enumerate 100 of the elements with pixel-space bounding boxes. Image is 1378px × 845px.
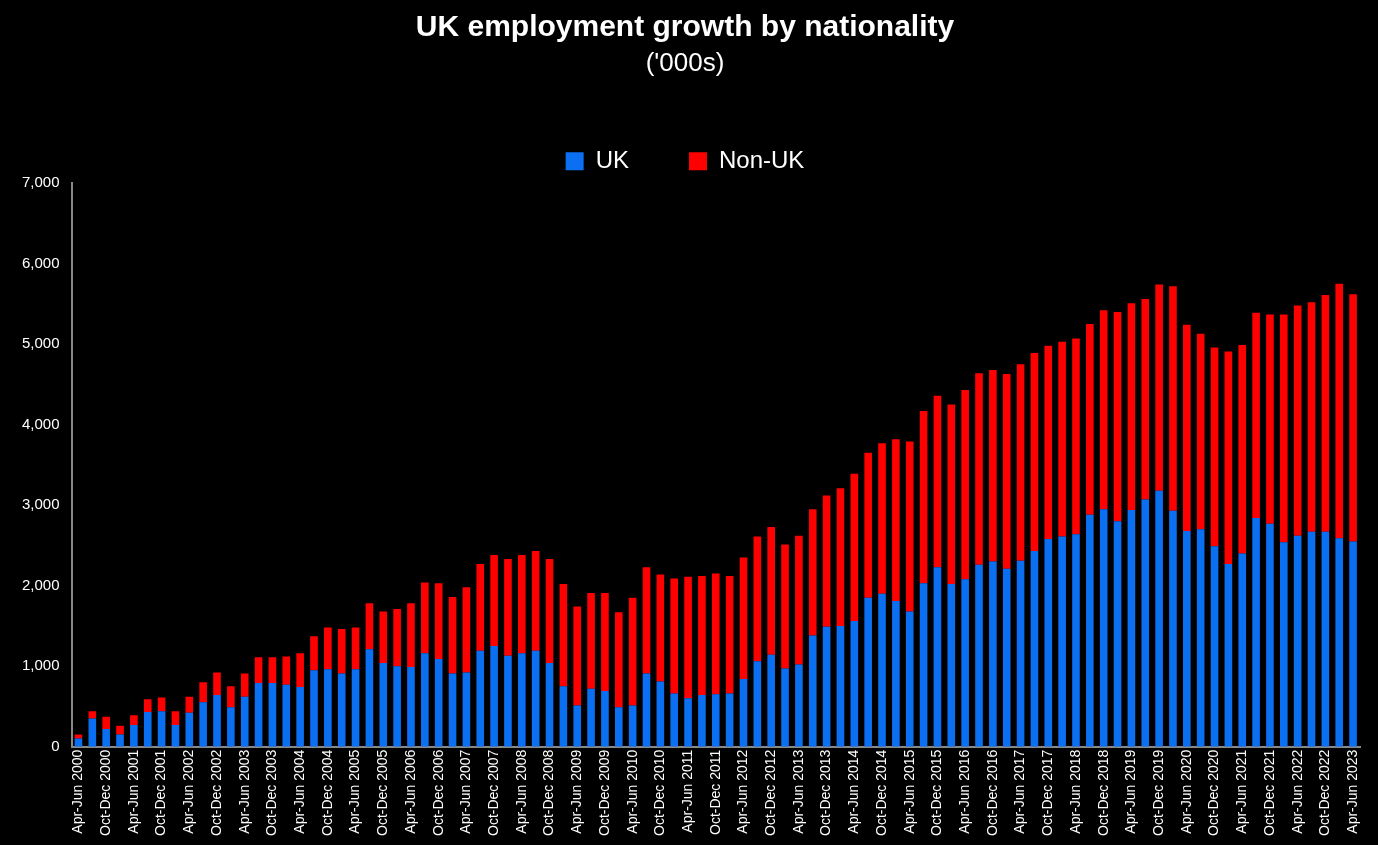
x-tick-label: Oct-Dec 2002	[207, 749, 224, 836]
bar	[434, 658, 443, 747]
bar	[878, 443, 886, 594]
bar	[892, 600, 900, 747]
bar	[1030, 353, 1039, 552]
bar	[324, 627, 332, 670]
bar	[254, 683, 263, 747]
bar	[116, 734, 124, 747]
bar	[1030, 551, 1039, 747]
bar	[781, 668, 789, 747]
bar	[1335, 538, 1344, 747]
bar	[919, 410, 928, 584]
bar	[448, 596, 457, 674]
y-tick-label: 2,000	[21, 575, 60, 593]
bar	[1293, 535, 1302, 747]
bar	[905, 441, 914, 612]
bar	[559, 686, 568, 747]
bar	[656, 681, 665, 747]
bar	[961, 579, 969, 747]
bar	[614, 612, 623, 708]
bar	[711, 573, 720, 695]
x-tick-label: Apr-Jun 2005	[346, 749, 363, 834]
bar	[587, 592, 595, 689]
x-tick-label: Oct-Dec 2019	[1149, 749, 1166, 836]
bar	[614, 707, 623, 747]
bar	[698, 575, 706, 696]
x-tick-label: Apr-Jun 2017	[1011, 749, 1028, 834]
bar	[324, 669, 332, 747]
x-tick-label: Apr-Jun 2006	[401, 749, 418, 834]
bar	[1279, 542, 1288, 747]
bar	[1155, 284, 1163, 491]
x-tick-label: Oct-Dec 2018	[1094, 749, 1111, 836]
bar	[1058, 536, 1066, 747]
bar	[545, 662, 554, 747]
bar	[310, 636, 318, 671]
bar	[448, 673, 457, 747]
x-tick-label: Oct-Dec 2010	[651, 749, 668, 836]
bar	[1293, 305, 1302, 536]
bar	[711, 694, 720, 747]
bar	[1141, 299, 1150, 500]
bar	[130, 724, 138, 747]
bar	[1183, 530, 1191, 747]
bar	[892, 439, 900, 601]
bar	[185, 712, 194, 747]
bar	[601, 592, 609, 692]
bar	[1086, 324, 1094, 515]
bar	[365, 603, 374, 650]
x-tick-label: Apr-Jun 2014	[845, 749, 862, 834]
x-tick-label: Oct-Dec 2017	[1039, 749, 1056, 836]
bar	[227, 686, 235, 708]
bar	[1252, 518, 1260, 747]
bar	[421, 653, 429, 747]
bar	[795, 535, 803, 665]
x-tick-label: Oct-Dec 2003	[263, 749, 280, 836]
legend-label: Non-UK	[718, 145, 805, 173]
bar	[1224, 351, 1233, 564]
x-tick-label: Oct-Dec 2012	[762, 749, 779, 836]
x-tick-label: Apr-Jun 2004	[290, 749, 307, 834]
bar	[1169, 286, 1177, 511]
bar	[310, 670, 318, 747]
bar	[836, 488, 845, 626]
x-tick-label: Apr-Jun 2023	[1343, 749, 1360, 834]
bar	[767, 526, 775, 655]
bar	[1321, 295, 1330, 532]
bar	[351, 627, 360, 670]
bar	[795, 664, 803, 747]
y-tick-label: 4,000	[21, 414, 60, 432]
bar	[808, 635, 817, 747]
x-tick-label: Oct-Dec 2015	[928, 749, 945, 836]
bar	[74, 734, 83, 739]
bar	[1072, 338, 1080, 535]
bar	[1210, 546, 1219, 747]
bar	[725, 575, 734, 694]
bar	[1099, 310, 1108, 510]
bar	[933, 395, 942, 568]
x-tick-label: Apr-Jun 2010	[623, 749, 640, 834]
x-tick-label: Oct-Dec 2006	[429, 749, 446, 836]
x-tick-label: Apr-Jun 2012	[734, 749, 751, 834]
x-tick-label: Apr-Jun 2013	[789, 749, 806, 834]
bar	[739, 679, 748, 747]
bar	[379, 611, 388, 663]
bar	[1044, 538, 1053, 747]
bar	[171, 711, 180, 725]
x-tick-label: Oct-Dec 2020	[1205, 749, 1222, 836]
bar	[518, 653, 526, 747]
bar	[130, 715, 138, 725]
x-tick-label: Apr-Jun 2001	[124, 749, 141, 834]
bar	[531, 650, 540, 747]
bar	[518, 555, 526, 654]
bar	[573, 705, 582, 747]
x-tick-label: Apr-Jun 2000	[69, 749, 86, 834]
bar	[282, 684, 291, 747]
bar	[1141, 499, 1150, 747]
bar	[1266, 314, 1274, 524]
bar	[559, 584, 568, 687]
bar	[268, 657, 277, 684]
bar	[421, 582, 429, 654]
bar	[185, 696, 194, 713]
x-tick-label: Oct-Dec 2001	[152, 749, 169, 836]
bar	[1196, 529, 1205, 747]
